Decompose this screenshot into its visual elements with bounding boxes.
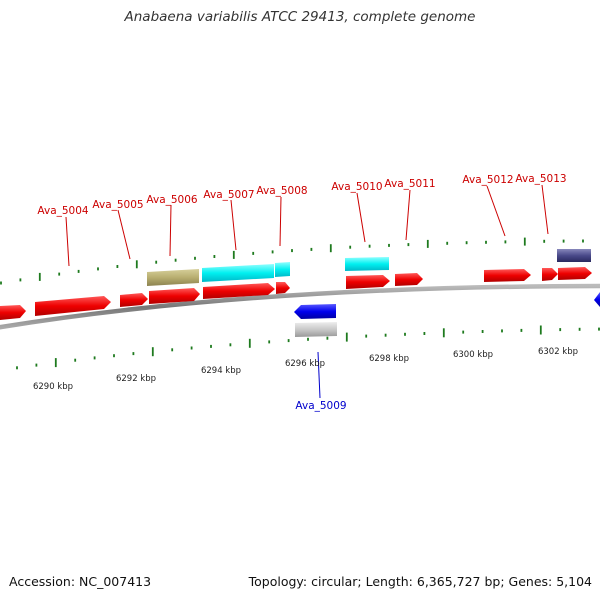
misc-feature[interactable] [557,249,591,262]
rna-feature[interactable] [275,262,290,277]
gene-features [0,249,600,337]
gene-arrow-reverse[interactable] [294,304,336,319]
gene-label[interactable]: Ava_5007 [203,189,254,201]
gene-label[interactable]: Ava_5013 [515,173,566,185]
scale-label: 6296 kbp [285,359,325,369]
rna-feature[interactable] [202,264,274,282]
accession-text: Accession: NC_007413 [9,574,152,589]
gene-arrow-forward[interactable] [149,288,200,304]
gene-arrow-forward[interactable] [395,273,423,286]
scale-labels: 6290 kbp 6292 kbp 6294 kbp 6296 kbp 6298… [33,347,578,392]
gene-label[interactable]: Ava_5009 [295,400,346,412]
scale-label: 6292 kbp [116,374,156,384]
gene-label[interactable]: Ava_5006 [146,194,198,206]
rna-feature[interactable] [147,269,199,286]
gene-arrow-forward[interactable] [0,305,26,320]
gene-arrow-forward[interactable] [276,282,290,294]
outer-tick-row [0,237,584,285]
gene-arrow-forward[interactable] [346,275,390,289]
gene-label[interactable]: Ava_5012 [462,174,513,186]
gene-arrow-forward[interactable] [558,267,592,280]
misc-feature[interactable] [295,322,337,337]
map-title: Anabaena variabilis ATCC 29413, complete… [124,9,476,25]
gene-label[interactable]: Ava_5010 [331,181,382,193]
gene-label[interactable]: Ava_5005 [92,199,143,211]
gene-label-leaders [65,184,549,399]
scale-label: 6302 kbp [538,347,578,357]
gene-label[interactable]: Ava_5008 [256,185,307,197]
scale-label: 6294 kbp [201,366,241,376]
gene-arrow-forward[interactable] [484,269,531,282]
gene-arrow-forward[interactable] [35,296,111,316]
scale-label: 6290 kbp [33,382,73,392]
scale-label: 6298 kbp [369,354,409,364]
gene-arrow-forward[interactable] [203,283,275,299]
gene-arrow-forward[interactable] [542,268,558,281]
gene-labels: Ava_5004 Ava_5005 Ava_5006 Ava_5007 Ava_… [37,173,566,412]
rna-feature[interactable] [345,257,389,271]
inner-tick-row [16,325,600,370]
genome-backbone [0,283,600,330]
gene-label[interactable]: Ava_5004 [37,205,89,217]
scale-label: 6300 kbp [453,350,493,360]
gene-label[interactable]: Ava_5011 [384,178,435,190]
gene-arrow-reverse[interactable] [594,292,600,307]
gene-arrow-forward[interactable] [120,293,148,307]
genome-summary-text: Topology: circular; Length: 6,365,727 bp… [248,574,592,589]
